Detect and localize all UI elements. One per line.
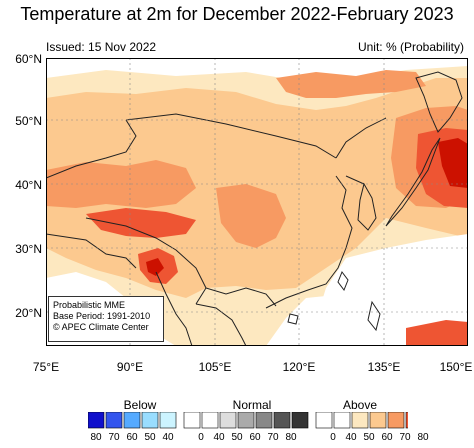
legend-swatch-below-1	[105, 412, 123, 429]
prob-region-above-60-north	[276, 70, 426, 98]
coastline-kamchatka	[415, 71, 463, 133]
legend-value-above-0: 0	[330, 432, 336, 443]
legend-value-above-5: 80	[417, 432, 429, 443]
prob-region-above-70-tibet	[86, 208, 196, 238]
legend-value-below-4: 40	[162, 432, 174, 443]
info-line-credit: © APEC Climate Center	[53, 322, 149, 332]
legend-swatch-above-4	[387, 412, 405, 429]
coastline-japan	[385, 137, 441, 227]
lat-label-20n: 20°N	[15, 306, 42, 320]
map-title: Temperature at 2m for December 2022-Febr…	[20, 4, 454, 24]
legend-swatch-normal-4	[255, 412, 273, 429]
legend-swatch-below-0	[88, 412, 105, 429]
prob-region-above-80-yunnan	[146, 258, 164, 276]
legend-colorbar	[88, 412, 408, 429]
legend-swatch-normal-6	[291, 412, 309, 429]
legend-swatch-above-5	[405, 412, 408, 429]
lat-label-30n: 30°N	[15, 242, 42, 256]
lon-label-90e: 90°E	[116, 360, 144, 374]
legend-value-above-2: 50	[363, 432, 375, 443]
legend-swatch-normal-2	[219, 412, 237, 429]
lat-label-50n: 50°N	[15, 114, 42, 128]
legend-swatch-above-3	[369, 412, 387, 429]
legend-value-above-3: 60	[381, 432, 393, 443]
prob-region-above-70-pacific	[406, 320, 468, 346]
legend-value-above-1: 40	[345, 432, 357, 443]
legend-label-normal: Normal	[232, 398, 272, 412]
lon-label-150e: 150°E	[439, 360, 473, 374]
forecast-map	[45, 58, 468, 347]
coastline-taiwan	[337, 270, 349, 292]
legend-swatch-below-2	[123, 412, 141, 429]
legend-swatch-below-4	[159, 412, 177, 429]
lon-label-105e: 105°E	[198, 360, 232, 374]
coastlines	[45, 71, 463, 347]
lat-label-40n: 40°N	[15, 178, 42, 192]
legend-swatch-above-0	[315, 412, 333, 429]
legend-value-below-1: 70	[108, 432, 120, 443]
legend-value-normal-1: 40	[213, 432, 225, 443]
prob-region-above-80-japan	[438, 138, 468, 188]
legend-value-normal-0: 0	[198, 432, 204, 443]
prob-region-above-60-central	[216, 184, 286, 248]
legend-value-normal-4: 70	[267, 432, 279, 443]
coastline-hainan	[287, 313, 299, 325]
info-line-method: Probabilistic MME	[53, 300, 126, 310]
lon-label-135e: 135°E	[367, 360, 401, 374]
lon-label-75e: 75°E	[32, 360, 60, 374]
legend-value-below-0: 80	[90, 432, 102, 443]
legend-swatch-above-2	[351, 412, 369, 429]
coastline-philippines	[367, 300, 381, 332]
issued-date: Issued: 15 Nov 2022	[46, 40, 157, 54]
legend-swatch-below-3	[141, 412, 159, 429]
prob-region-white-ocean	[316, 234, 468, 326]
coastline-korea	[357, 182, 377, 231]
legend-value-normal-3: 60	[249, 432, 261, 443]
map-frame	[46, 58, 468, 346]
map-canvas	[45, 58, 468, 347]
legend-value-normal-2: 50	[231, 432, 243, 443]
legend-swatch-above-1	[333, 412, 351, 429]
border-mongolia	[125, 113, 337, 159]
border-china-west	[45, 119, 137, 179]
legend-label-above: Above	[342, 398, 378, 412]
coastline-china-east	[265, 175, 353, 309]
legend-value-below-2: 60	[126, 432, 138, 443]
lon-label-120e: 120°E	[282, 360, 316, 374]
legend-swatch-normal-3	[237, 412, 255, 429]
legend-value-normal-5: 80	[285, 432, 297, 443]
border-russia-china	[335, 117, 387, 159]
legend-swatch-normal-1	[201, 412, 219, 429]
legend-value-below-3: 50	[144, 432, 156, 443]
border-burma	[155, 271, 193, 347]
info-line-base-period: Base Period: 1991-2010	[53, 311, 151, 321]
info-box: Probabilistic MME Base Period: 1991-2010…	[48, 296, 164, 342]
border-vietnam	[205, 287, 277, 307]
legend-swatch-normal-0	[183, 412, 201, 429]
legend-swatch-normal-5	[273, 412, 291, 429]
legend-value-above-4: 70	[399, 432, 411, 443]
unit-label: Unit: % (Probability)	[357, 40, 464, 54]
border-india	[45, 233, 137, 269]
border-korea-china	[345, 175, 365, 185]
legend-label-below: Below	[123, 398, 157, 412]
coastline-indochina	[195, 303, 247, 347]
lat-label-60n: 60°N	[15, 52, 42, 66]
